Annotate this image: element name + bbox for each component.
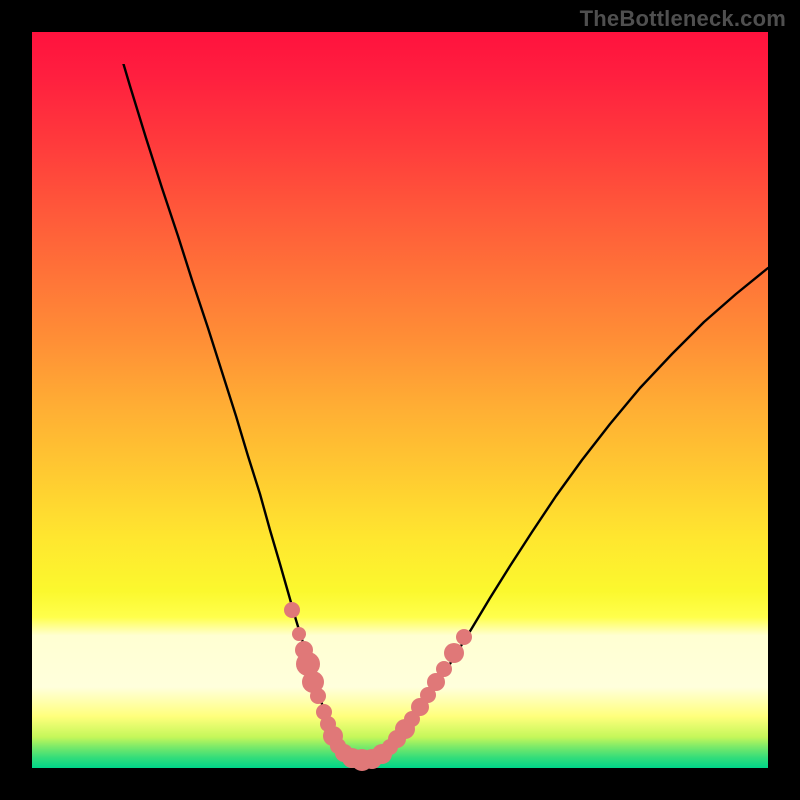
curve-marker	[456, 629, 472, 645]
bottleneck-chart	[0, 0, 800, 800]
curve-marker	[284, 602, 300, 618]
plot-background	[32, 32, 768, 768]
chart-frame: TheBottleneck.com	[0, 0, 800, 800]
curve-marker	[292, 627, 306, 641]
attribution-caption: TheBottleneck.com	[580, 6, 786, 32]
curve-marker	[444, 643, 464, 663]
curve-marker	[310, 688, 326, 704]
curve-marker	[436, 661, 452, 677]
